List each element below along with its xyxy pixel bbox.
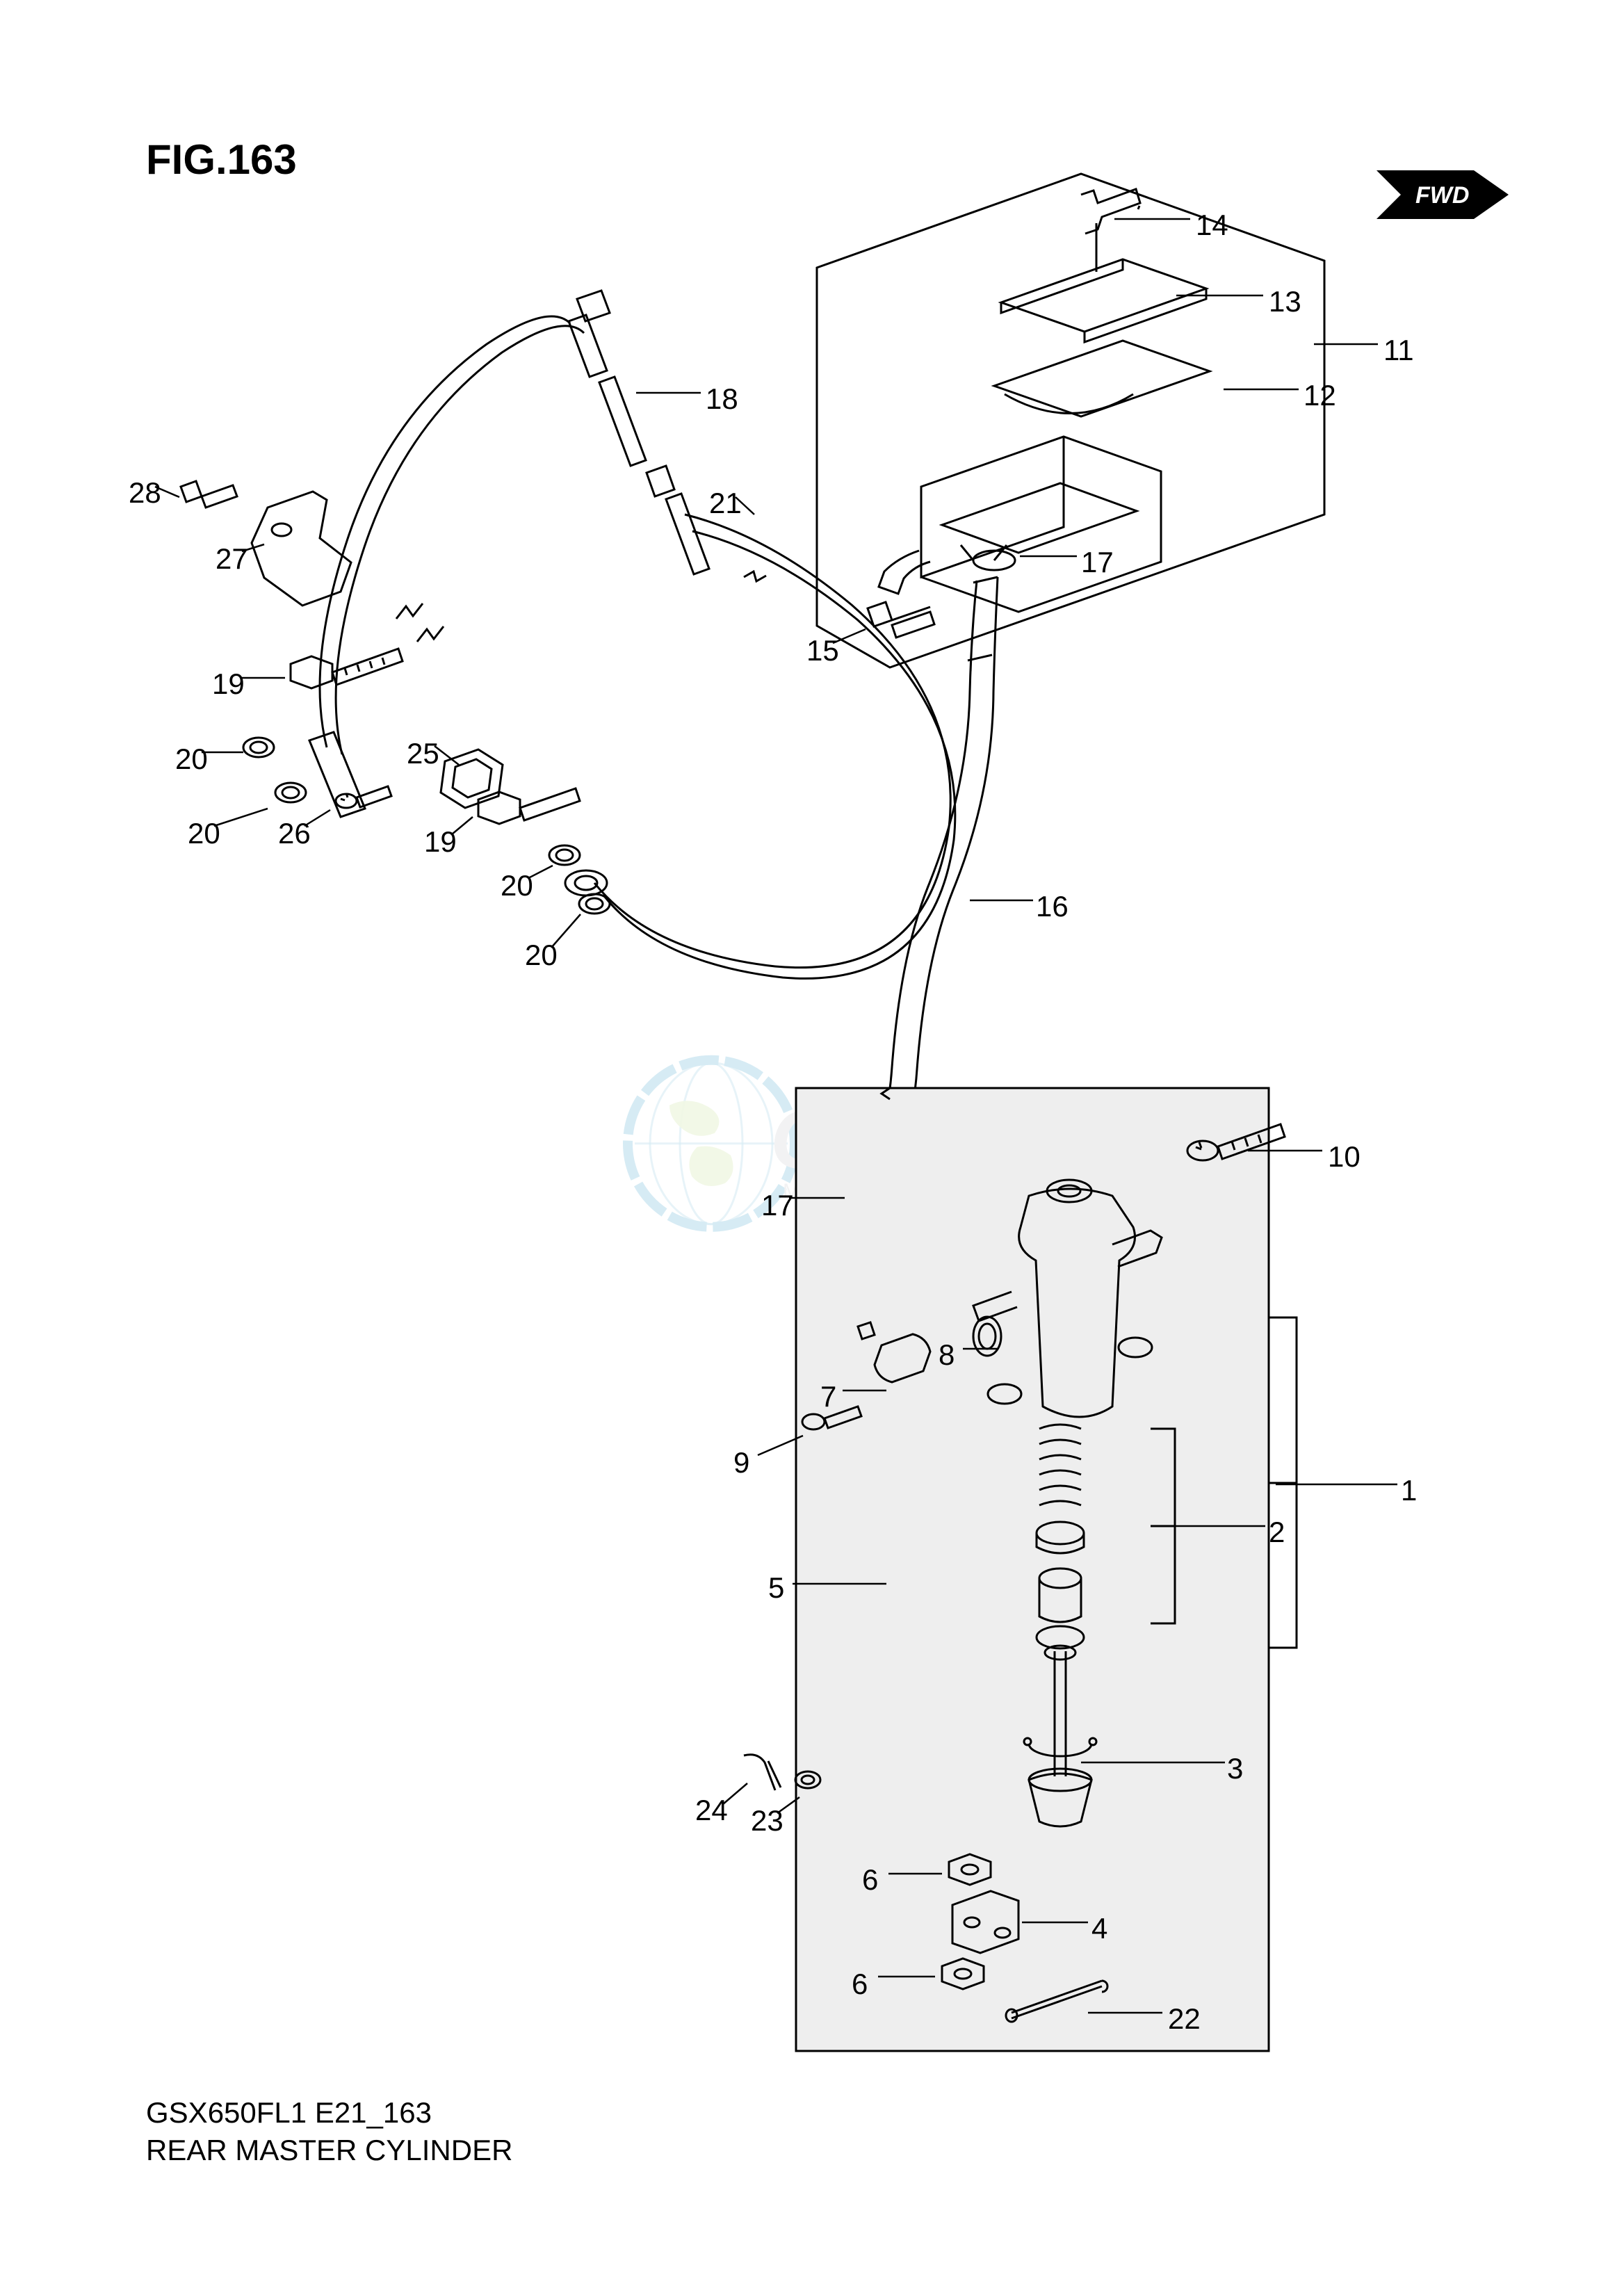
callout-2: 2: [1269, 1516, 1285, 1549]
banjo-bolt-19-right: [478, 788, 580, 824]
callout-21: 21: [709, 487, 742, 520]
fwd-arrow-icon: FWD: [1377, 170, 1509, 219]
footer-code: GSX650FL1 E21_163: [146, 2094, 512, 2132]
parts-diagram: FWD: [0, 0, 1624, 2295]
callout-19: 19: [212, 667, 245, 701]
bracket-1: [1269, 1317, 1297, 1648]
svg-text:FWD: FWD: [1415, 182, 1469, 209]
callout-19: 19: [424, 825, 457, 859]
reservoir-assembly: [817, 174, 1324, 667]
footer-text: GSX650FL1 E21_163 REAR MASTER CYLINDER: [146, 2094, 512, 2170]
callout-7: 7: [820, 1380, 836, 1413]
callout-22: 22: [1168, 2002, 1201, 2036]
callout-12: 12: [1304, 379, 1336, 412]
callout-17: 17: [1081, 546, 1114, 579]
callout-24: 24: [695, 1794, 728, 1827]
callout-27: 27: [216, 542, 248, 576]
bolt-28: [181, 481, 237, 508]
bracket-27: [252, 492, 351, 606]
callout-20: 20: [175, 743, 208, 776]
break-marks: [396, 571, 766, 642]
callout-8: 8: [939, 1338, 955, 1372]
banjo-bolt-19-left: [291, 649, 403, 688]
callout-10: 10: [1328, 1140, 1361, 1174]
callout-26: 26: [278, 817, 311, 850]
callout-20: 20: [525, 939, 558, 972]
callout-4: 4: [1091, 1912, 1107, 1945]
washer-20-left-b: [275, 783, 306, 802]
master-cylinder-assembly: [796, 1088, 1269, 2051]
hose-18: [309, 291, 646, 817]
figure-title: FIG.163: [146, 136, 297, 184]
footer-title: REAR MASTER CYLINDER: [146, 2132, 512, 2170]
washer-20-left-a: [243, 738, 274, 757]
callout-13: 13: [1269, 285, 1301, 318]
callout-23: 23: [751, 1804, 783, 1838]
callout-25: 25: [407, 737, 439, 770]
washer-20-right-a: [549, 845, 580, 865]
callout-6: 6: [862, 1863, 878, 1897]
callout-18: 18: [706, 382, 738, 416]
callout-1: 1: [1401, 1474, 1417, 1507]
callout-28: 28: [129, 476, 161, 510]
callout-9: 9: [733, 1446, 749, 1479]
callout-11: 11: [1383, 334, 1414, 367]
callout-16: 16: [1036, 890, 1069, 923]
callout-15: 15: [806, 634, 839, 667]
callout-20: 20: [501, 869, 533, 902]
callout-6: 6: [852, 1968, 868, 2001]
callout-20: 20: [188, 817, 220, 850]
washer-20-right-b: [579, 894, 610, 914]
callout-17: 17: [761, 1189, 794, 1222]
callout-5: 5: [768, 1571, 784, 1605]
callout-14: 14: [1196, 209, 1228, 242]
callout-3: 3: [1227, 1752, 1243, 1785]
